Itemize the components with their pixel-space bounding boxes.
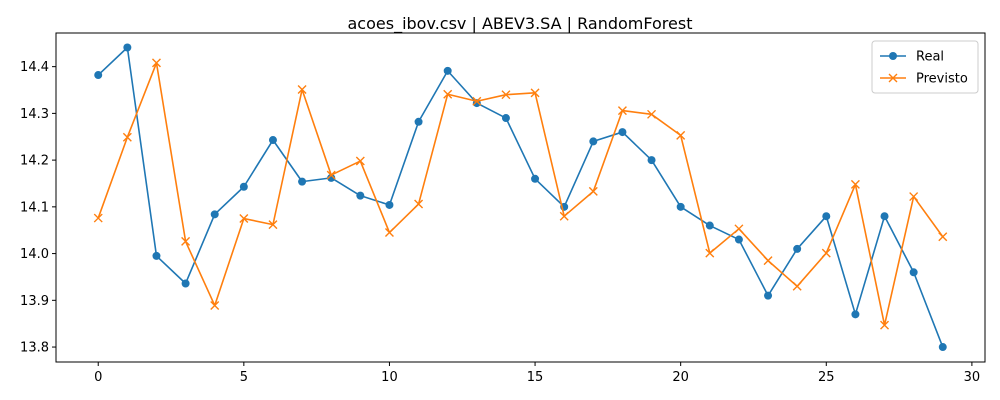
plot-area (55, 32, 986, 363)
data-point-previsto (821, 248, 831, 258)
data-point-real (268, 136, 277, 145)
x-tick-label: 30 (964, 370, 981, 385)
data-point-previsto (792, 281, 802, 291)
legend-item-previsto: Previsto (880, 72, 968, 87)
series-line-real (97, 46, 944, 348)
data-point-real (501, 114, 510, 123)
data-point-real (793, 244, 802, 253)
data-point-real (385, 200, 394, 209)
data-point-real (443, 66, 452, 75)
data-point-real (356, 191, 365, 200)
legend-label: Previsto (916, 72, 968, 87)
data-point-real (909, 268, 918, 277)
data-point-previsto (93, 213, 103, 223)
data-point-previsto (734, 224, 744, 234)
series-line-previsto (97, 62, 944, 326)
data-point-previsto (938, 232, 948, 242)
data-point-real (822, 212, 831, 221)
data-point-real (152, 251, 161, 260)
data-point-real (531, 174, 540, 183)
x-tick-label: 0 (94, 370, 102, 385)
y-tick-label: 13.8 (20, 341, 49, 356)
series-previsto (93, 58, 948, 330)
data-point-previsto (617, 106, 627, 116)
data-point-real (705, 221, 714, 230)
x-tick-label: 20 (672, 370, 689, 385)
data-point-real (239, 182, 248, 191)
data-point-real (123, 43, 132, 52)
data-point-previsto (355, 156, 365, 166)
chart-title: acoes_ibov.csv | ABEV3.SA | RandomForest (348, 14, 693, 34)
legend-marker (888, 73, 898, 83)
data-point-previsto (122, 132, 132, 142)
x-tick-label: 5 (240, 370, 248, 385)
data-point-previsto (472, 96, 482, 106)
data-point-real (938, 343, 947, 352)
data-point-real (764, 291, 773, 300)
data-point-real (676, 202, 685, 211)
data-point-previsto (647, 109, 657, 119)
data-point-previsto (268, 220, 278, 230)
y-tick-label: 13.9 (20, 294, 49, 309)
data-point-real (880, 212, 889, 221)
legend-item-real: Real (880, 50, 944, 65)
series-layer (93, 43, 948, 352)
data-point-previsto (880, 320, 890, 330)
x-tick-label: 10 (381, 370, 398, 385)
y-tick-label: 14.4 (20, 60, 49, 75)
legend-marker (889, 52, 897, 60)
legend: Real Previsto (871, 40, 979, 94)
data-point-real (210, 210, 219, 219)
data-point-real (414, 117, 423, 126)
legend-box (871, 40, 979, 94)
data-point-real (734, 235, 743, 244)
data-point-previsto (705, 248, 715, 258)
data-point-previsto (676, 130, 686, 140)
x-tick-label: 15 (527, 370, 544, 385)
data-point-previsto (151, 58, 161, 68)
x-axis: 0 5 10 15 20 25 30 (94, 362, 980, 385)
data-point-previsto (384, 228, 394, 238)
data-point-real (647, 156, 656, 165)
data-point-previsto (850, 179, 860, 189)
y-tick-label: 14.0 (20, 247, 49, 262)
data-point-real (181, 279, 190, 288)
data-point-previsto (909, 192, 919, 202)
data-point-real (298, 177, 307, 186)
series-real (94, 43, 947, 352)
y-axis: 13.8 13.9 14.0 14.1 14.2 14.3 14.4 (20, 60, 56, 356)
data-point-real (618, 128, 627, 137)
x-tick-label: 25 (818, 370, 835, 385)
data-point-real (94, 71, 103, 80)
data-point-previsto (588, 186, 598, 196)
data-point-real (589, 137, 598, 146)
y-tick-label: 14.1 (20, 200, 49, 215)
y-tick-label: 14.3 (20, 107, 49, 122)
data-point-previsto (763, 256, 773, 266)
data-point-previsto (210, 300, 220, 310)
data-point-real (327, 173, 336, 182)
data-point-previsto (530, 88, 540, 98)
data-point-previsto (239, 214, 249, 224)
data-point-previsto (559, 211, 569, 221)
data-point-previsto (414, 199, 424, 209)
data-point-previsto (181, 236, 191, 246)
legend-label: Real (916, 50, 944, 65)
data-point-previsto (297, 85, 307, 95)
data-point-previsto (501, 90, 511, 100)
data-point-real (851, 310, 860, 319)
data-point-previsto (443, 89, 453, 99)
data-point-previsto (326, 170, 336, 180)
y-tick-label: 14.2 (20, 154, 49, 169)
